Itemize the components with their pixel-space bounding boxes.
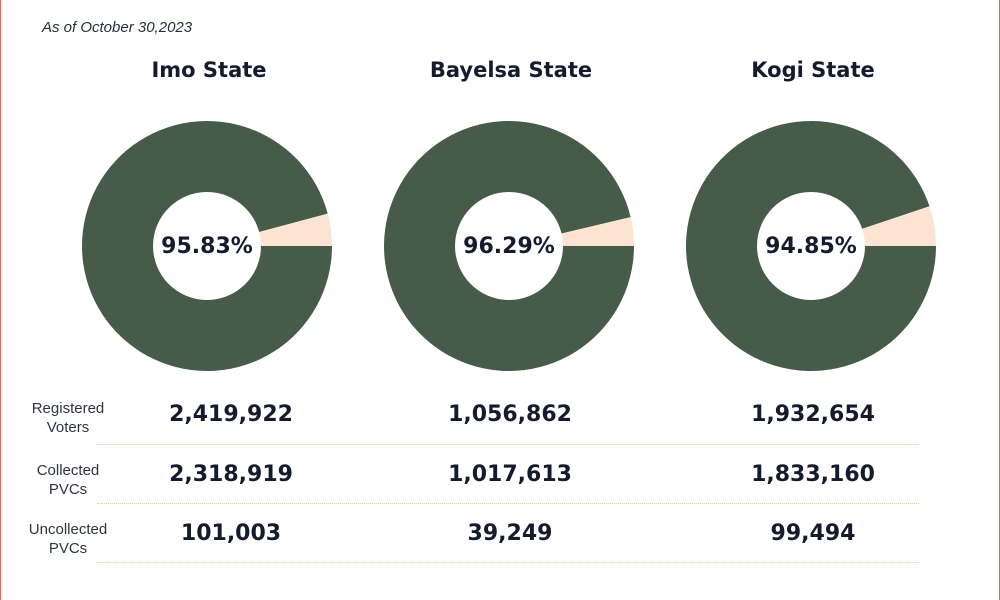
percent-label-imo: 95.83% bbox=[161, 233, 253, 259]
row-divider bbox=[97, 562, 919, 563]
uncollected-pvcs-imo: 101,003 bbox=[180, 521, 282, 546]
registered-voters-bayelsa: 1,056,862 bbox=[448, 402, 572, 427]
row-label-uncollected-pvcs: Uncollected PVCs bbox=[28, 521, 108, 557]
row-label-registered-voters: Registered Voters bbox=[31, 400, 105, 436]
state-title-bayelsa: Bayelsa State bbox=[429, 58, 593, 82]
donut-hole-bayelsa bbox=[455, 192, 563, 300]
donut-svg-bayelsa bbox=[384, 120, 634, 371]
donut-hole-kogi bbox=[757, 192, 865, 300]
donut-chart-bayelsa: 96.29% bbox=[383, 120, 635, 372]
uncollected-pvcs-bayelsa: 39,249 bbox=[467, 521, 553, 546]
uncollected-pvcs-kogi: 99,494 bbox=[770, 521, 856, 546]
state-title-imo: Imo State bbox=[151, 58, 267, 82]
donut-chart-kogi: 94.85% bbox=[685, 120, 937, 372]
registered-voters-imo: 2,419,922 bbox=[169, 402, 293, 427]
donut-hole-imo bbox=[153, 192, 261, 300]
collected-pvcs-kogi: 1,833,160 bbox=[751, 462, 875, 487]
collected-pvcs-imo: 2,318,919 bbox=[169, 462, 293, 487]
percent-label-bayelsa: 96.29% bbox=[463, 233, 555, 259]
row-divider bbox=[97, 444, 919, 445]
frame-border-left bbox=[0, 0, 1, 600]
registered-voters-kogi: 1,932,654 bbox=[751, 402, 875, 427]
donut-svg-kogi bbox=[686, 121, 936, 372]
percent-label-kogi: 94.85% bbox=[765, 233, 857, 259]
collected-pvcs-bayelsa: 1,017,613 bbox=[448, 462, 572, 487]
donut-svg-imo bbox=[82, 121, 333, 372]
row-divider bbox=[97, 503, 919, 504]
date-note: As of October 30,2023 bbox=[42, 19, 193, 36]
state-title-kogi: Kogi State bbox=[751, 58, 875, 82]
row-label-collected-pvcs: Collected PVCs bbox=[36, 462, 100, 498]
donut-chart-imo: 95.83% bbox=[81, 120, 333, 372]
